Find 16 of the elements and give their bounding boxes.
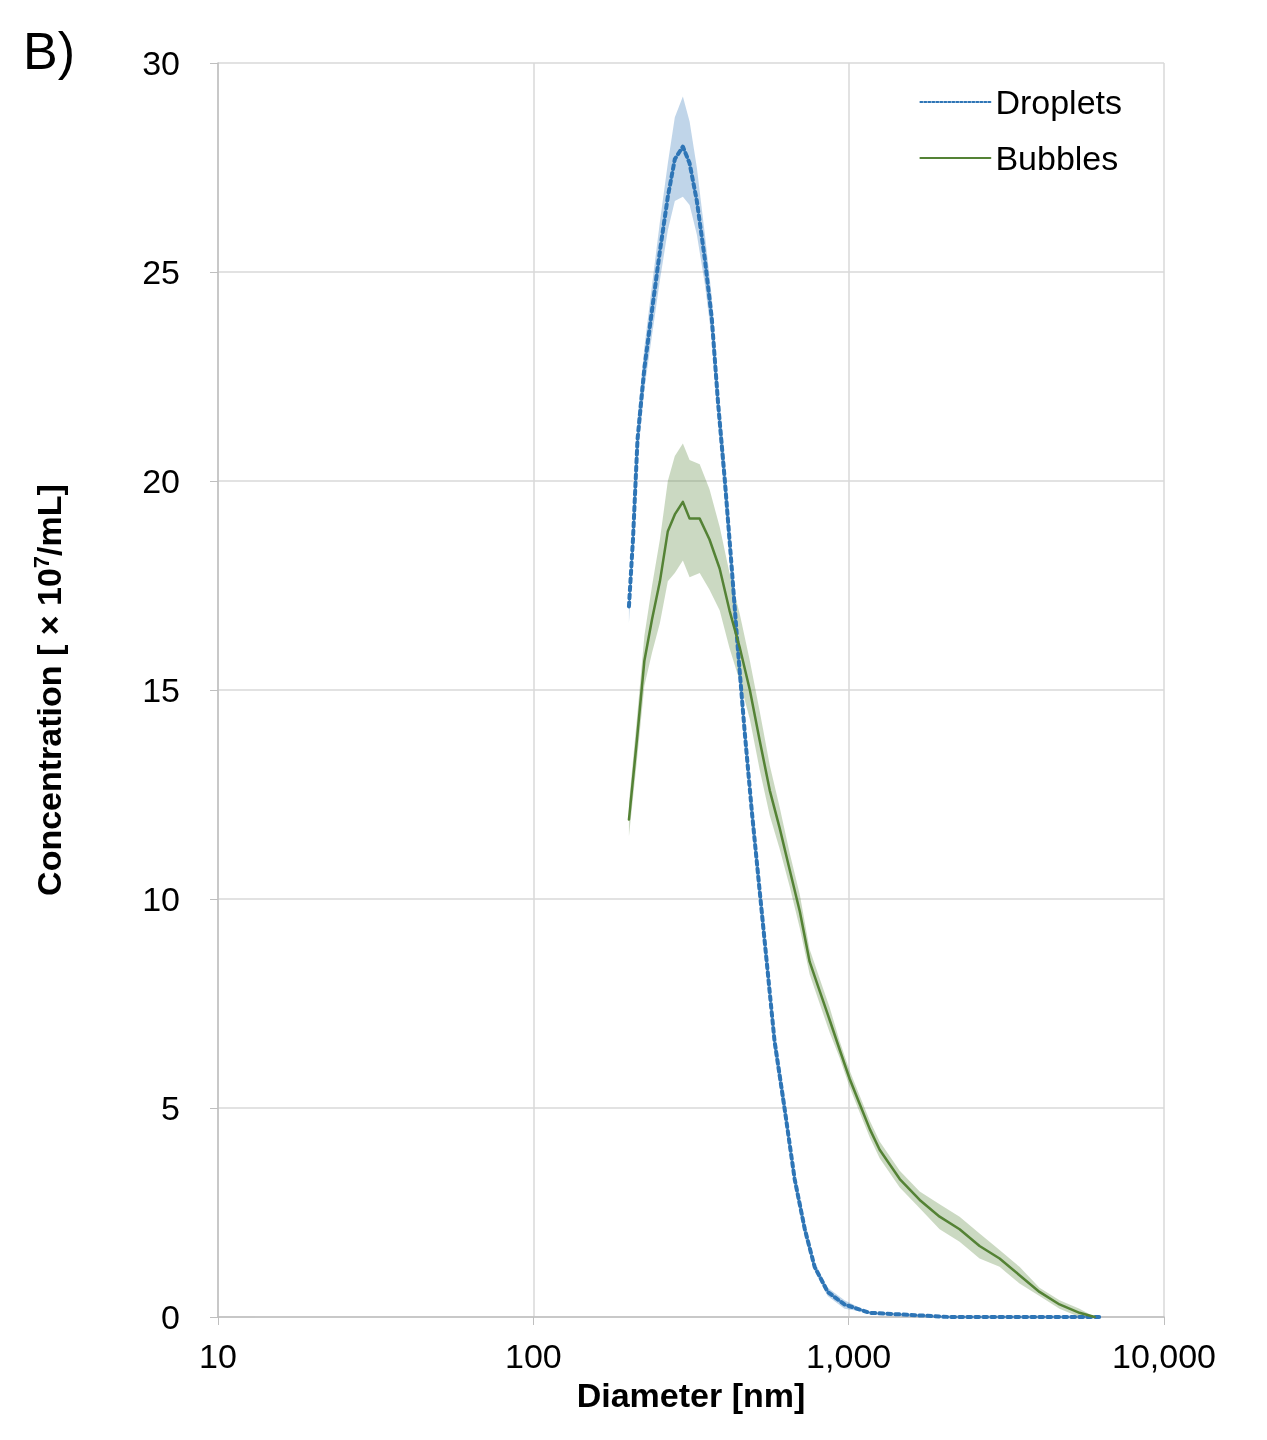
y-tick-label: 20 bbox=[142, 462, 180, 500]
y-tick-label: 5 bbox=[161, 1089, 180, 1127]
y-tick-label: 15 bbox=[142, 671, 180, 709]
legend-label: Bubbles bbox=[995, 139, 1119, 177]
y-axis-title: Concentration [ × 107/mL] bbox=[28, 484, 68, 896]
x-tick-label: 10 bbox=[199, 1337, 237, 1375]
x-tick-label: 1,000 bbox=[806, 1337, 892, 1375]
chart-title: B) bbox=[23, 22, 75, 80]
y-tick-label: 25 bbox=[142, 253, 180, 291]
legend-label: Droplets bbox=[995, 83, 1123, 121]
x-axis-title: Diameter [nm] bbox=[576, 1375, 806, 1414]
x-tick-label: 100 bbox=[504, 1337, 562, 1375]
y-tick-label: 30 bbox=[142, 44, 180, 82]
y-tick-label: 0 bbox=[161, 1298, 180, 1336]
y-tick-label: 10 bbox=[142, 880, 180, 918]
x-tick-label: 10,000 bbox=[1112, 1337, 1216, 1375]
